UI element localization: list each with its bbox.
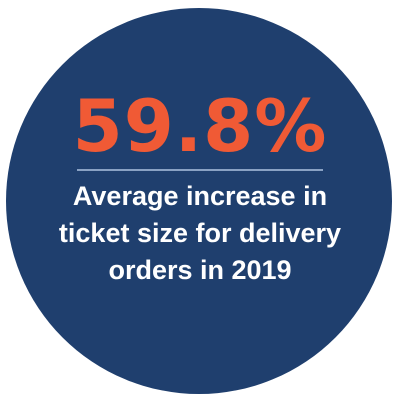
background-circle <box>6 8 392 394</box>
caption-line: orders in 2019 <box>108 255 292 285</box>
divider-line <box>77 169 323 171</box>
caption-line: ticket size for delivery <box>58 218 342 248</box>
caption-line: Average increase in <box>72 181 328 211</box>
stat-caption: Average increase in ticket size for deli… <box>50 178 350 289</box>
stat-value: 59.8% <box>72 84 328 168</box>
